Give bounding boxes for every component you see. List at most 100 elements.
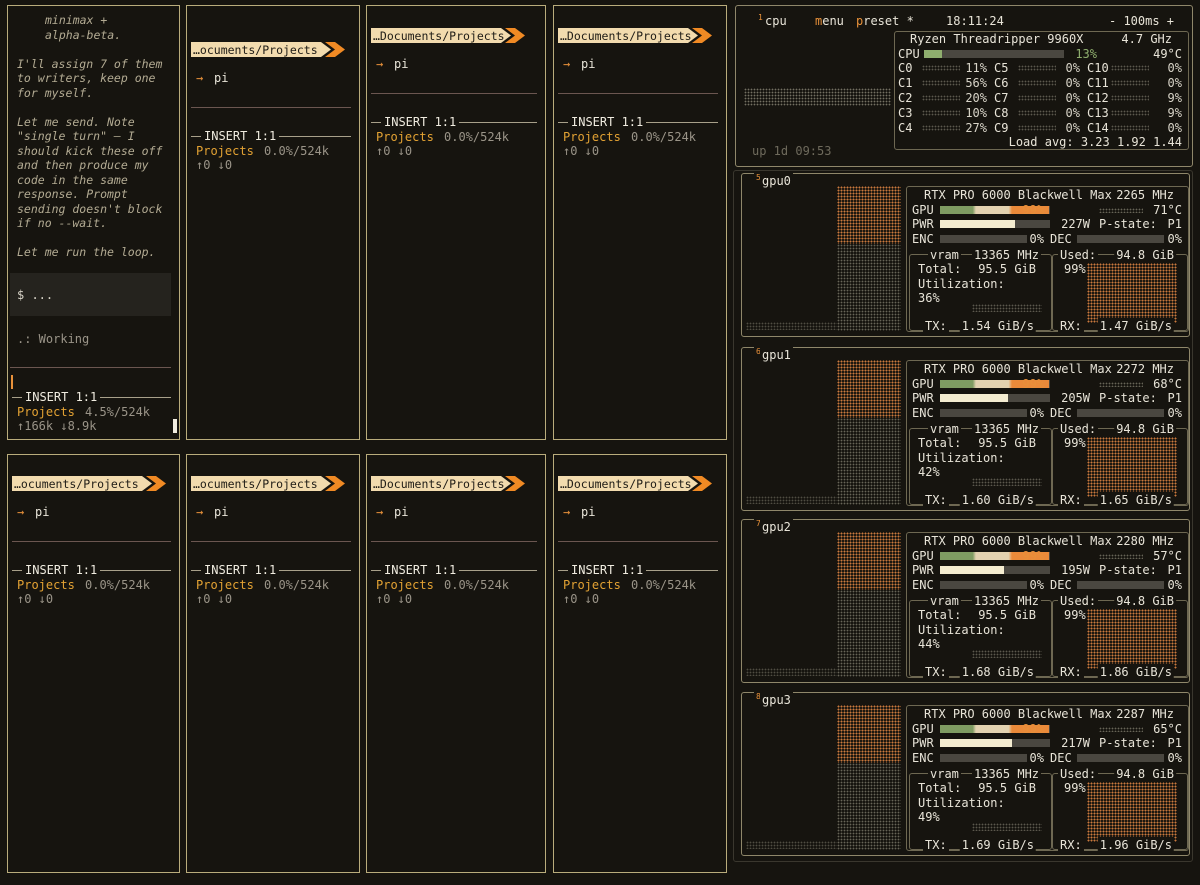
core-name: C0 xyxy=(898,61,913,75)
terminal-pane: …Documents/Projects → pi INSERT 1:1 Projects… xyxy=(366,5,546,440)
vram-used: 94.8 GiB xyxy=(1114,421,1176,437)
gpu-graph-base xyxy=(746,841,837,849)
chat-text: "single turn" — I xyxy=(17,129,135,143)
gpu-util-percent: 99% xyxy=(1022,377,1044,391)
cpu-temperature: 49°C xyxy=(1153,47,1182,61)
gpu-graph-base xyxy=(746,668,837,676)
power-bar-track xyxy=(940,220,1050,228)
terminal-pane: …Documents/Projects → pi INSERT 1:1 Projects… xyxy=(366,454,546,873)
dec-bar-track xyxy=(1077,235,1164,243)
vram-used: 94.8 GiB xyxy=(1114,247,1176,263)
core-graph xyxy=(1111,125,1149,131)
pstate-label: P-state: xyxy=(1099,563,1157,577)
core-name: C11 xyxy=(1087,76,1109,90)
core-percent: 27% xyxy=(965,121,987,135)
prompt-command: pi xyxy=(394,57,409,71)
enc-bar-track xyxy=(940,754,1027,762)
vram-used-label: Used: xyxy=(1058,593,1099,609)
vram-used-label: Used: xyxy=(1058,247,1099,263)
prompt-command: pi xyxy=(214,505,229,519)
vram-total-label: Total: xyxy=(918,608,962,622)
path-badge: …Documents/Projects xyxy=(371,476,525,491)
gpu-temp-graph xyxy=(1099,554,1143,559)
project-name: Projects xyxy=(376,578,434,592)
enc-bar-track xyxy=(940,409,1027,417)
gpu-temperature: 71°C xyxy=(1153,203,1182,217)
gpu-name: RTX PRO 6000 Blackwell Max xyxy=(924,362,1112,376)
rx-rate: 1.96 GiB/s xyxy=(1097,837,1174,853)
context-usage: 4.5%/524k xyxy=(85,405,151,419)
cpu-bar xyxy=(924,50,943,58)
vram-total-label: Total: xyxy=(918,436,962,450)
tx-label: TX: xyxy=(923,664,949,680)
panel-index: 1 xyxy=(756,10,765,26)
core-percent: 0% xyxy=(1065,106,1080,120)
core-graph xyxy=(1111,80,1149,86)
enc-label: ENC xyxy=(912,232,934,246)
panel-index: 7 xyxy=(754,516,763,532)
path-badge: …ocuments/Projects xyxy=(12,476,166,491)
chat-text: and then produce my xyxy=(17,158,149,172)
vram-box: vram 13365 MHz Total: 95.5 GiB Utilization: 3… xyxy=(909,247,1052,334)
chat-text: if no --wait. xyxy=(17,216,108,230)
path-badge: …Documents/Projects xyxy=(558,476,712,491)
pstate: P1 xyxy=(1167,563,1182,577)
rx-label: RX: xyxy=(1058,837,1084,853)
project-name: Projects xyxy=(563,578,621,592)
cpu-bar-track xyxy=(924,50,1064,58)
context-usage: 0.0%/524k xyxy=(264,578,330,592)
gpu-util-bar xyxy=(940,725,1049,733)
gpu-util-bar xyxy=(940,552,1049,560)
menu-button[interactable]: menu xyxy=(813,13,846,29)
path-label-bg: …ocuments/Projects xyxy=(191,42,331,57)
gpu-graph-base xyxy=(746,322,837,330)
path-label-bg: …Documents/Projects xyxy=(371,476,511,491)
dec-bar-track xyxy=(1077,409,1164,417)
core-percent: 0% xyxy=(1065,91,1080,105)
core-percent: 9% xyxy=(1167,106,1182,120)
vram-used-percent: 99% xyxy=(1064,781,1086,795)
vram-total-label: Total: xyxy=(918,262,962,276)
chat-text: response. Prompt xyxy=(17,187,128,201)
mode-indicator: INSERT 1:1 xyxy=(381,562,460,578)
gpu-util-bar xyxy=(940,380,1049,388)
path-label-bg: …Documents/Projects xyxy=(558,476,698,491)
cpu-model: Ryzen Threadripper 9960X xyxy=(910,32,1084,46)
vram-used-box: Used: 94.8 GiB 99% RX: 1.86 GiB/s xyxy=(1052,593,1188,680)
cursor-block xyxy=(173,419,177,433)
path-badge: …Documents/Projects xyxy=(558,28,712,43)
gpu-util-percent: 99% xyxy=(1022,203,1044,217)
path-chevron xyxy=(505,476,525,491)
core-name: C10 xyxy=(1087,61,1109,75)
gpu-info-box: RTX PRO 6000 Blackwell Max 2287 MHz GPU 99%… xyxy=(906,705,1189,853)
mode-indicator: INSERT 1:1 xyxy=(201,128,280,144)
core-percent: 0% xyxy=(1167,76,1182,90)
core-graph xyxy=(1018,65,1056,71)
mem-util-graph xyxy=(972,304,1042,312)
prompt-arrow: → xyxy=(196,505,204,519)
mode-indicator: INSERT 1:1 xyxy=(381,114,460,130)
chat-text: code in the same xyxy=(17,172,128,187)
core-percent: 10% xyxy=(965,106,987,120)
core-graph xyxy=(922,125,960,131)
vram-box: vram 13365 MHz Total: 95.5 GiB Utilization: 4… xyxy=(909,766,1052,853)
pstate-label: P-state: xyxy=(1099,736,1157,750)
vram-used-graph xyxy=(1087,609,1177,669)
dec-percent: 0% xyxy=(1167,578,1182,592)
preset-button[interactable]: preset * xyxy=(854,13,916,29)
path-chevron xyxy=(325,42,345,57)
mode-indicator: INSERT 1:1 xyxy=(568,114,647,130)
vram-clock: 13365 MHz xyxy=(972,766,1042,782)
separator xyxy=(191,107,351,108)
vram-used-box: Used: 94.8 GiB 99% RX: 1.96 GiB/s xyxy=(1052,766,1188,853)
gpu-temp-graph xyxy=(1099,727,1143,732)
context-usage: 0.0%/524k xyxy=(264,144,330,158)
core-percent: 56% xyxy=(965,76,987,90)
chat-text: for myself. xyxy=(17,85,94,100)
separator xyxy=(558,93,718,94)
dec-bar-track xyxy=(1077,581,1164,589)
dec-bar-track xyxy=(1077,754,1164,762)
path-chevron xyxy=(692,476,712,491)
gpu-panel: 6 gpu1 RTX PRO 6000 Blackwell Max 2272 MHz G… xyxy=(741,344,1190,511)
